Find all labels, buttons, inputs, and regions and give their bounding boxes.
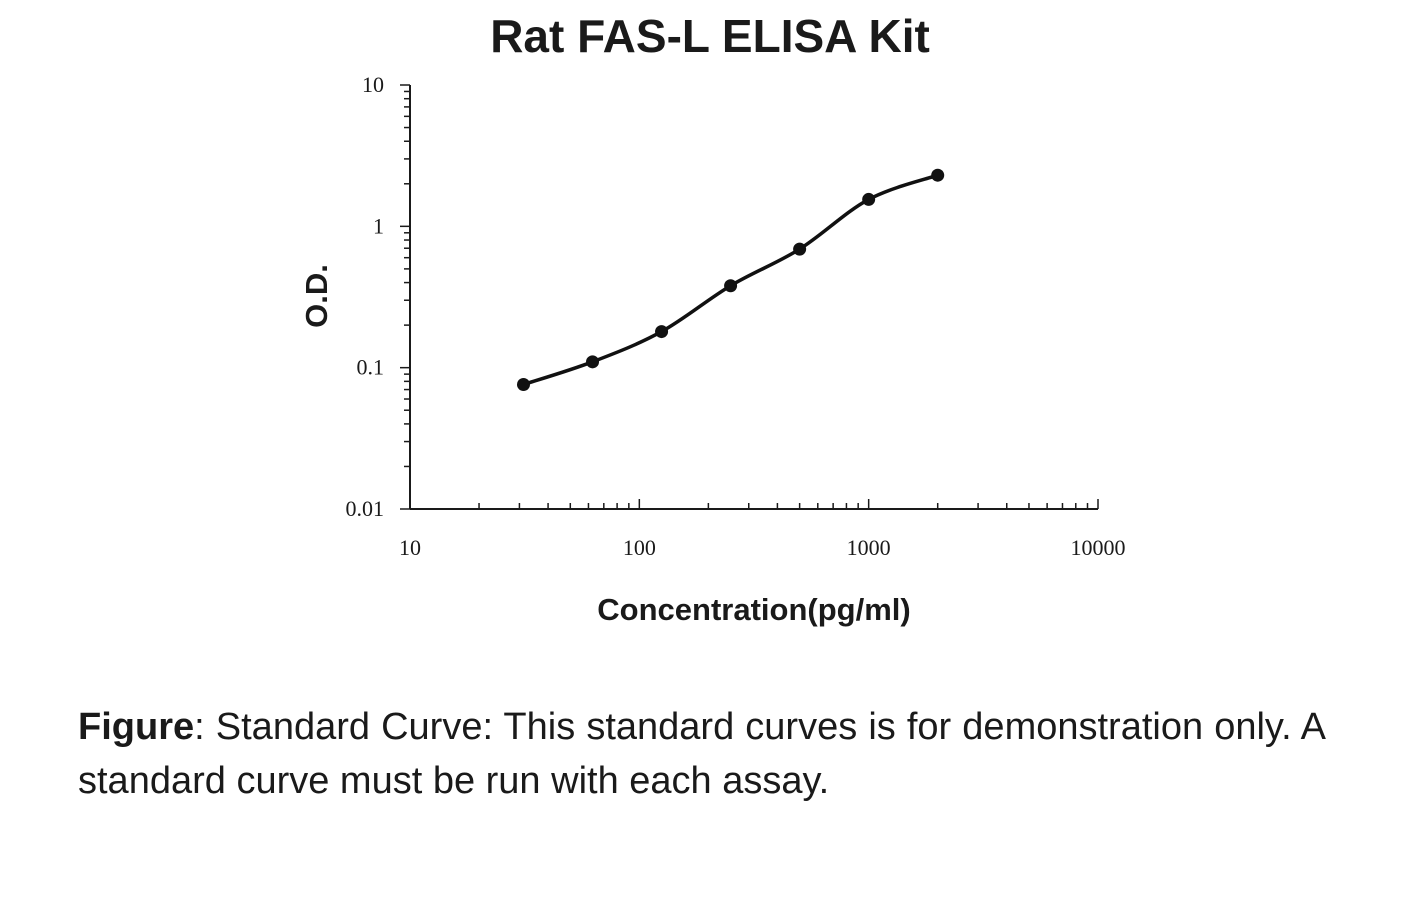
data-point: [724, 279, 738, 293]
chart-title: Rat FAS-L ELISA Kit: [490, 10, 930, 62]
axes: [400, 84, 1099, 510]
y-tick-label: 1: [373, 213, 384, 238]
y-tick-labels: 0.01 0.1 1 10: [346, 72, 385, 521]
data-point: [793, 242, 807, 256]
y-tick-label: 0.1: [357, 355, 385, 380]
data-point: [655, 325, 669, 339]
x-tick-label: 10: [399, 535, 421, 560]
caption-label: Figure: [78, 706, 195, 748]
x-axis-title: Concentration(pg/ml): [597, 592, 910, 627]
x-tick-label: 1000: [847, 535, 891, 560]
data-point: [862, 192, 876, 206]
y-tick-label: 0.01: [346, 496, 385, 521]
data-point: [931, 168, 945, 182]
x-tick-labels: 10 100 1000 10000: [399, 535, 1126, 560]
data-point: [516, 378, 530, 392]
x-tick-label: 10000: [1071, 535, 1126, 560]
y-tick-label: 10: [362, 72, 384, 97]
standard-curve-chart: Rat FAS-L ELISA Kit 0.01 0.1 1 10 10 100 1000…: [299, 10, 1126, 627]
caption-text: : Standard Curve: This standard curves i…: [78, 706, 1326, 802]
data-point: [586, 355, 600, 369]
x-tick-label: 100: [623, 535, 656, 560]
figure-caption: Figure: Standard Curve: This standard cu…: [78, 700, 1326, 808]
data-points: [516, 168, 945, 392]
y-axis-title: O.D.: [299, 264, 334, 328]
